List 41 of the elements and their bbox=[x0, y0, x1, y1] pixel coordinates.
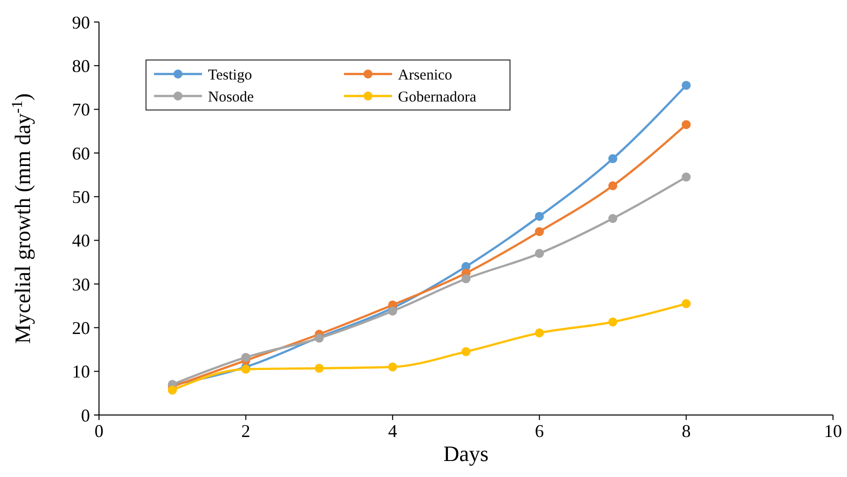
point bbox=[682, 120, 691, 130]
y-tick-label: 50 bbox=[72, 186, 90, 207]
point bbox=[682, 299, 691, 308]
point bbox=[388, 306, 398, 316]
y-tick-label: 60 bbox=[72, 143, 90, 164]
y-tick-label: 80 bbox=[72, 56, 90, 76]
point bbox=[534, 212, 544, 221]
x-tick-label: 10 bbox=[824, 421, 842, 441]
y-tick-label: 0 bbox=[81, 405, 90, 426]
point bbox=[534, 328, 544, 338]
point bbox=[608, 154, 618, 164]
y-tick-label: 10 bbox=[72, 362, 90, 382]
y-tick-label: 20 bbox=[72, 318, 90, 338]
x-tick-label: 4 bbox=[388, 421, 398, 441]
x-tick-label: 2 bbox=[241, 421, 250, 441]
legend-label: Testigo bbox=[208, 67, 252, 84]
point bbox=[168, 386, 177, 395]
y-tick-label: 70 bbox=[72, 100, 90, 120]
x-axis-title: Days bbox=[443, 441, 489, 466]
point bbox=[682, 172, 691, 182]
point bbox=[682, 80, 691, 90]
legend-label: Gobernadora bbox=[398, 89, 477, 106]
point bbox=[534, 227, 544, 236]
point bbox=[241, 364, 250, 374]
legend-label: Arsenico bbox=[398, 67, 452, 84]
legend-label: Nosode bbox=[208, 89, 254, 106]
x-tick-label: 6 bbox=[534, 421, 544, 441]
point bbox=[608, 214, 618, 223]
x-tick-label: 0 bbox=[94, 421, 104, 441]
point bbox=[388, 362, 398, 372]
point bbox=[462, 274, 470, 284]
point bbox=[462, 347, 470, 356]
y-tick-label: 40 bbox=[72, 230, 90, 251]
y-tick-label: 90 bbox=[72, 12, 90, 32]
point bbox=[608, 181, 618, 190]
x-tick-label: 8 bbox=[682, 421, 691, 441]
point bbox=[534, 248, 544, 258]
point bbox=[608, 317, 618, 326]
y-tick-label: 30 bbox=[72, 274, 90, 294]
point bbox=[241, 352, 250, 362]
point bbox=[314, 364, 324, 373]
